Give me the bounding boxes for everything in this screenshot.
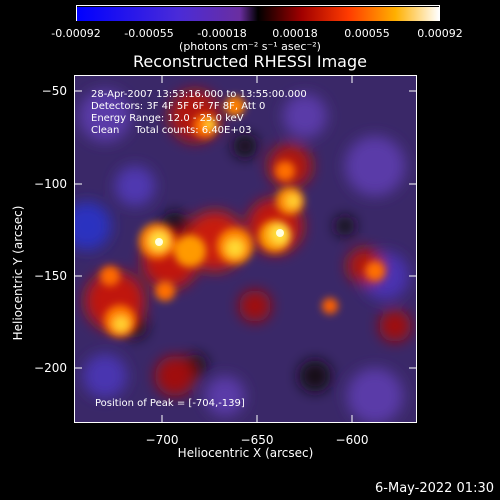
- x-axis-label: Heliocentric X (arcsec): [177, 446, 314, 460]
- colorbar-tick: -0.00018: [197, 27, 247, 40]
- y-tick-label: −50: [41, 84, 67, 98]
- colorbar-tick: -0.00055: [124, 27, 174, 40]
- plot-title: Reconstructed RHESSI Image: [133, 52, 367, 71]
- y-tick-label: −200: [34, 361, 67, 375]
- image-plot: 28-Apr-2007 13:53:16.000 to 13:55:00.000…: [74, 75, 417, 423]
- colorbar-gradient: [77, 7, 439, 21]
- colorbar: [76, 5, 440, 21]
- x-tick-label: −700: [145, 433, 179, 447]
- colorbar-units: (photons cm⁻² s⁻¹ asec⁻²): [179, 40, 321, 53]
- x-tick-label: −600: [335, 433, 369, 447]
- colorbar-tick: 0.00055: [344, 27, 390, 40]
- annotation-time-range: 28-Apr-2007 13:53:16.000 to 13:55:00.000: [91, 89, 307, 100]
- colorbar-tick: -0.00092: [51, 27, 101, 40]
- x-tick-label: −650: [240, 433, 274, 447]
- colorbar-tick: 0.00018: [272, 27, 318, 40]
- rhessi-image: [75, 76, 416, 422]
- annotation-energy-range: Energy Range: 12.0 - 25.0 keV: [91, 113, 244, 124]
- annotation-detectors: Detectors: 3F 4F 5F 6F 7F 8F, Att 0: [91, 101, 266, 112]
- y-axis-label: Heliocentric Y (arcsec): [11, 205, 25, 341]
- timestamp: 6-May-2022 01:30: [375, 481, 494, 496]
- colorbar-tick: 0.00092: [417, 27, 463, 40]
- annotation-peak-position: Position of Peak = [-704,-139]: [95, 398, 245, 409]
- annotation-clean-counts: Clean Total counts: 6.40E+03: [91, 125, 252, 136]
- y-tick-label: −150: [34, 269, 67, 283]
- y-tick-label: −100: [34, 177, 67, 191]
